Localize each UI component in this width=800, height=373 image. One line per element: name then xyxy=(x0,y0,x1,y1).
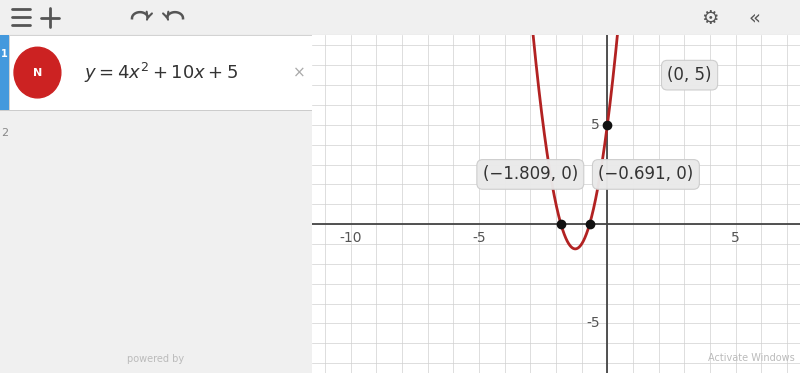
Text: N: N xyxy=(33,68,42,78)
Text: 5: 5 xyxy=(731,231,740,245)
Text: -10: -10 xyxy=(339,231,362,245)
FancyBboxPatch shape xyxy=(9,35,312,110)
FancyBboxPatch shape xyxy=(0,35,9,110)
Text: (0, 5): (0, 5) xyxy=(667,66,712,84)
Text: 2: 2 xyxy=(1,128,8,138)
Text: (−1.809, 0): (−1.809, 0) xyxy=(482,166,578,184)
Text: -5: -5 xyxy=(586,316,600,330)
Text: «: « xyxy=(749,9,761,28)
Text: powered by: powered by xyxy=(127,354,185,364)
Text: $y = 4x^2 + 10x + 5$: $y = 4x^2 + 10x + 5$ xyxy=(84,60,238,85)
Text: 5: 5 xyxy=(591,118,600,132)
Circle shape xyxy=(14,47,61,98)
Text: 1: 1 xyxy=(1,49,8,59)
Text: ⚙: ⚙ xyxy=(702,9,718,28)
Text: Activate Windows: Activate Windows xyxy=(708,353,795,363)
Text: -5: -5 xyxy=(472,231,486,245)
Text: ×: × xyxy=(293,65,306,80)
Text: (−0.691, 0): (−0.691, 0) xyxy=(598,166,694,184)
